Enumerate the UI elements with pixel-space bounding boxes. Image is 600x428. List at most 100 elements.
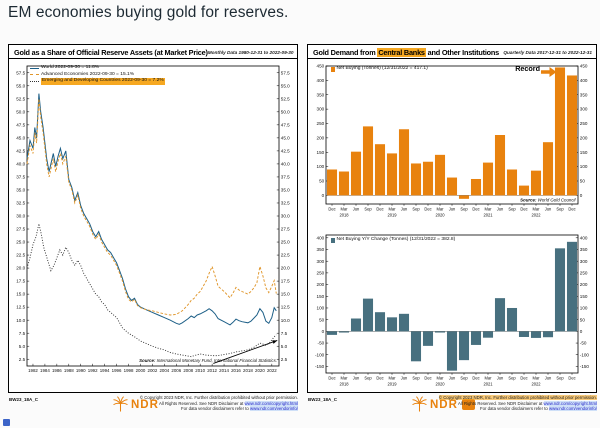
svg-text:Jun: Jun bbox=[353, 207, 360, 212]
svg-text:12.5: 12.5 bbox=[281, 305, 290, 310]
bar-Mar-17 bbox=[530, 170, 542, 196]
right-chart-code: BW23_18A_C bbox=[308, 397, 338, 402]
svg-text:Sep: Sep bbox=[508, 376, 516, 381]
svg-text:150: 150 bbox=[317, 294, 325, 299]
svg-text:Dec: Dec bbox=[424, 376, 431, 381]
copyright-line1: © Copyright 2023 NDR, Inc. Further distr… bbox=[438, 395, 597, 400]
svg-text:Jun: Jun bbox=[545, 376, 552, 381]
svg-text:22.5: 22.5 bbox=[281, 253, 290, 258]
bar-Sep-3 bbox=[362, 298, 374, 332]
svg-text:Dec: Dec bbox=[520, 207, 527, 212]
svg-text:57.5: 57.5 bbox=[16, 70, 25, 75]
svg-text:250: 250 bbox=[317, 270, 325, 275]
copyright-link[interactable]: www.ndr.com/copyright.html bbox=[543, 400, 597, 406]
svg-text:40.0: 40.0 bbox=[16, 162, 25, 167]
svg-text:2000: 2000 bbox=[136, 368, 146, 373]
bar-Dec-0 bbox=[326, 169, 338, 196]
vendor-link[interactable]: www.ndr.com/vendorinfo/ bbox=[249, 406, 298, 412]
vendor-link[interactable]: www.ndr.com/vendorinfo/ bbox=[548, 406, 597, 412]
svg-text:1994: 1994 bbox=[100, 368, 110, 373]
svg-text:-150: -150 bbox=[580, 364, 590, 369]
svg-text:30.0: 30.0 bbox=[281, 214, 290, 219]
svg-text:2002: 2002 bbox=[148, 368, 158, 373]
svg-text:2010: 2010 bbox=[195, 368, 205, 373]
svg-text:25.0: 25.0 bbox=[16, 240, 25, 245]
bar-Jun-2 bbox=[350, 151, 362, 196]
svg-text:40.0: 40.0 bbox=[281, 162, 290, 167]
right-title-highlight: Central Banks bbox=[377, 47, 426, 57]
svg-text:Jun: Jun bbox=[449, 207, 456, 212]
ndr-logo: NDR bbox=[112, 396, 159, 413]
bar-Jun-10 bbox=[446, 331, 458, 371]
svg-text:42.5: 42.5 bbox=[16, 148, 25, 153]
svg-text:27.5: 27.5 bbox=[281, 227, 290, 232]
svg-text:0: 0 bbox=[322, 193, 325, 198]
copyright-line2: All Rights Reserved. See NDR Disclaimer … bbox=[458, 400, 544, 406]
bar-Dec-16 bbox=[518, 185, 530, 196]
svg-text:400: 400 bbox=[317, 78, 325, 83]
svg-text:57.5: 57.5 bbox=[281, 70, 290, 75]
svg-text:Source: World Gold Council: Source: World Gold Council bbox=[520, 198, 576, 203]
bar-Jun-18 bbox=[542, 142, 554, 196]
left-chart-legend: World 2022-09-30 = 11.8% Advanced Econom… bbox=[30, 65, 165, 85]
svg-text:50: 50 bbox=[319, 179, 325, 184]
bar-Mar-1 bbox=[338, 331, 350, 333]
svg-text:50.0: 50.0 bbox=[281, 109, 290, 114]
copyright-line2: All Rights Reserved. See NDR Disclaimer … bbox=[159, 400, 245, 406]
ndr-logo: NDR bbox=[411, 396, 475, 413]
svg-text:350: 350 bbox=[580, 247, 588, 252]
svg-text:300: 300 bbox=[317, 259, 325, 264]
svg-text:2021: 2021 bbox=[483, 382, 493, 387]
svg-text:2019: 2019 bbox=[387, 213, 397, 218]
svg-text:Sep: Sep bbox=[556, 207, 564, 212]
bar-Mar-9 bbox=[434, 154, 446, 196]
svg-text:-50: -50 bbox=[580, 341, 587, 346]
copyright-block: © Copyright 2023 NDR, Inc. Further distr… bbox=[422, 395, 597, 412]
svg-text:7.5: 7.5 bbox=[19, 331, 26, 336]
svg-text:2.5: 2.5 bbox=[19, 357, 26, 362]
svg-text:Sep: Sep bbox=[364, 207, 372, 212]
svg-text:-50: -50 bbox=[318, 341, 325, 346]
svg-text:Mar: Mar bbox=[532, 207, 540, 212]
svg-text:10.0: 10.0 bbox=[16, 318, 25, 323]
bars bbox=[326, 241, 578, 371]
series-emerging-and-developing-countries bbox=[26, 223, 277, 358]
svg-text:350: 350 bbox=[317, 92, 325, 97]
svg-text:7.5: 7.5 bbox=[281, 331, 288, 336]
right-title-pre: Gold Demand from bbox=[313, 47, 378, 57]
svg-text:Mar: Mar bbox=[340, 207, 348, 212]
svg-text:Dec: Dec bbox=[520, 376, 527, 381]
svg-text:1988: 1988 bbox=[64, 368, 74, 373]
svg-text:Jun: Jun bbox=[449, 376, 456, 381]
right-panel-footer: BW23_18A_C NDR © Copyright 2023 NDR, Inc… bbox=[307, 394, 597, 424]
svg-text:Dec: Dec bbox=[568, 376, 575, 381]
svg-text:Mar: Mar bbox=[484, 207, 492, 212]
ndr-tree-icon bbox=[412, 396, 427, 412]
copyright-link[interactable]: www.ndr.com/copyright.html bbox=[244, 400, 298, 406]
svg-text:Dec: Dec bbox=[328, 207, 335, 212]
svg-text:200: 200 bbox=[317, 282, 325, 287]
svg-text:150: 150 bbox=[580, 150, 588, 155]
yoy-change-legend-label: Net Buying Y/Y Change (Tonnes) (12/31/20… bbox=[336, 237, 456, 242]
net-buying-bar-chart: 0 0 50 50 100 100 150 150 200 200 250 250 300 300 350 3… bbox=[317, 64, 588, 218]
svg-text:5.0: 5.0 bbox=[281, 344, 288, 349]
svg-text:Jun: Jun bbox=[401, 376, 408, 381]
bar-Dec-12 bbox=[470, 331, 482, 345]
svg-text:Mar: Mar bbox=[388, 207, 396, 212]
svg-text:27.5: 27.5 bbox=[16, 227, 25, 232]
svg-text:35.0: 35.0 bbox=[16, 188, 25, 193]
svg-text:Sep: Sep bbox=[460, 207, 468, 212]
net-buying-legend-label: Net Buying (Tonnes) (12/31/2022 = 417.1) bbox=[336, 66, 428, 71]
bar-Mar-5 bbox=[386, 153, 398, 196]
net-buying-swatch bbox=[331, 66, 335, 72]
svg-text:Dec: Dec bbox=[424, 207, 431, 212]
svg-text:200: 200 bbox=[580, 282, 588, 287]
ndr-brand-text: NDR bbox=[430, 398, 458, 411]
svg-text:100: 100 bbox=[580, 306, 588, 311]
legend-label-emerging: Emerging and Developing Countries 2022-0… bbox=[41, 78, 165, 85]
svg-text:Mar: Mar bbox=[436, 207, 444, 212]
record-annotation: Record bbox=[515, 64, 540, 73]
bar-Sep-7 bbox=[410, 331, 422, 362]
right-panel-header: Gold Demand from Central Banks and Other… bbox=[308, 45, 596, 59]
svg-text:100: 100 bbox=[317, 306, 325, 311]
